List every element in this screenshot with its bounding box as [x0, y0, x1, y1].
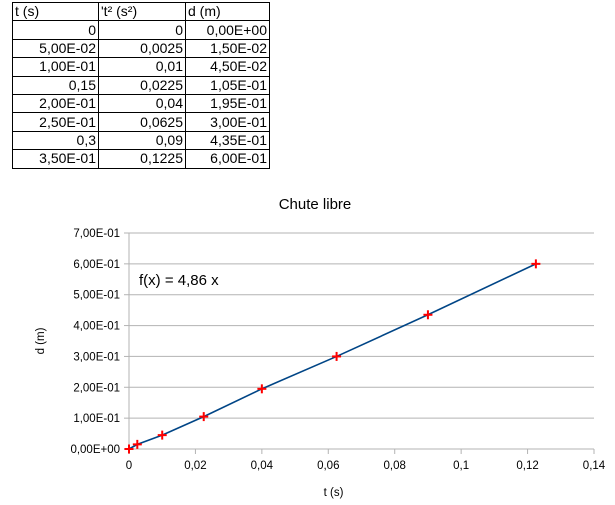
y-tick-label: 4,00E-01	[73, 321, 120, 333]
table-row: 0 0 0,00E+00	[12, 20, 270, 40]
table-cell: 1,00E-01	[12, 57, 99, 77]
data-table: t (s)'t² (s²) d (m) 0 0 0,00E+00 5,00E-02 0,00…	[12, 1, 270, 169]
y-tick-label: 5,00E-01	[73, 290, 120, 302]
data-point	[157, 430, 167, 440]
x-tick-label: 0	[126, 460, 132, 472]
y-tick-label: 0,00E+00	[70, 444, 120, 456]
x-tick-label: 0,1	[453, 460, 469, 472]
table-row: 2,50E-01 0,0625 3,00E-01	[12, 112, 270, 132]
table-cell: 3,00E-01	[185, 112, 270, 132]
x-tick-label: 0,14	[583, 460, 606, 472]
x-tick-label: 0,12	[516, 460, 538, 472]
table-cell: 4,35E-01	[185, 130, 270, 151]
y-tick-label: 3,00E-01	[73, 351, 120, 363]
table-cell: 1,50E-02	[185, 38, 270, 59]
trendline-equation: f(x) = 4,86 x	[139, 272, 219, 289]
table-row: 3,50E-01 0,1225 6,00E-01	[12, 149, 270, 169]
table-cell: 0,09	[98, 130, 186, 151]
x-tick-label: 0,06	[317, 460, 339, 472]
data-point	[124, 444, 134, 454]
x-tick-label: 0,04	[251, 460, 274, 472]
y-tick-label: 2,00E-01	[73, 382, 120, 394]
y-tick-label: 6,00E-01	[73, 259, 120, 271]
x-axis-title: t (s)	[324, 487, 344, 499]
y-tick-label: 7,00E-01	[73, 228, 120, 240]
x-tick-label: 0,02	[184, 460, 206, 472]
data-point	[332, 351, 342, 361]
series-line	[128, 263, 537, 450]
chart-title: Chute libre	[279, 196, 352, 213]
table-cell: 1,95E-01	[185, 93, 270, 114]
data-point	[531, 259, 541, 269]
y-axis-title: d (m)	[35, 327, 47, 354]
y-tick-label: 1,00E-01	[73, 413, 120, 425]
table-cell: 6,00E-01	[185, 149, 270, 169]
table-cell: 3,50E-01	[12, 149, 99, 169]
data-point	[257, 384, 267, 394]
table-row: 0,3 0,09 4,35E-01	[12, 130, 270, 151]
table-row: 0,15 0,0225 1,05E-01	[12, 75, 270, 95]
table-cell: 0,1225	[98, 149, 186, 169]
data-point	[199, 412, 209, 422]
data-point	[423, 310, 433, 320]
table-cell: 1,05E-01	[185, 75, 270, 95]
x-tick-label: 0,08	[384, 460, 406, 472]
data-point	[132, 439, 142, 449]
